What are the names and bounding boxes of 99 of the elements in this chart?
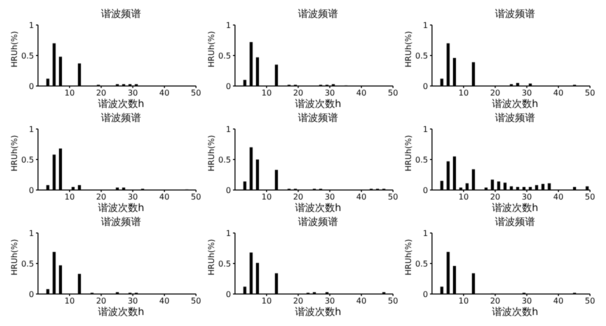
y-tick-label: 1 <box>422 124 428 134</box>
x-tick-label: 50 <box>388 88 398 98</box>
x-tick-label: 10 <box>458 296 469 306</box>
x-tick-label: 10 <box>64 296 75 306</box>
x-tick-label: 40 <box>356 192 366 202</box>
y-tick-label: 1 <box>28 20 34 30</box>
y-axis-title: HRUh(%) <box>404 31 412 68</box>
chart-title: 谐波频谱 <box>100 112 142 125</box>
x-tick-label: 50 <box>584 192 596 202</box>
x-tick-label: 20 <box>293 192 304 202</box>
x-tick-label: 20 <box>490 296 500 306</box>
x-axis-title: 谐波次数h <box>96 98 146 111</box>
chart-title: 谐波频谱 <box>100 8 142 21</box>
y-axis-title: HRUh(%) <box>206 135 216 172</box>
x-tick-label: 30 <box>128 296 138 306</box>
chart-title: 谐波频谱 <box>494 112 536 125</box>
x-axis-title: 谐波次数h <box>490 202 540 215</box>
x-tick-label: 10 <box>64 192 75 202</box>
y-tick-label: 1 <box>422 228 428 238</box>
x-tick-label: 50 <box>584 296 596 306</box>
y-tick-label: 0 <box>28 290 34 299</box>
y-tick-label: 0 <box>28 186 34 195</box>
y-axis-title: HRUh(%) <box>10 239 18 276</box>
chart-title: 谐波频谱 <box>297 112 339 125</box>
x-tick-label: 10 <box>64 88 75 98</box>
y-tick-label: 0 <box>28 82 34 91</box>
y-tick-label: 0 <box>422 290 428 299</box>
x-tick-label: 20 <box>96 296 106 306</box>
x-tick-label: 10 <box>458 88 469 98</box>
chart-title: 谐波频谱 <box>297 216 339 229</box>
x-tick-label: 20 <box>490 88 500 98</box>
chart-title: 谐波频谱 <box>297 8 339 21</box>
x-axis-title: 谐波次数h <box>294 202 342 215</box>
y-tick-label: 0 <box>422 82 428 91</box>
y-tick-label: 1 <box>28 228 34 238</box>
x-tick-label: 20 <box>490 192 500 202</box>
x-tick-label: 40 <box>553 296 564 306</box>
chart-title: 谐波频谱 <box>494 216 536 229</box>
chart-title: 谐波频谱 <box>100 216 142 229</box>
y-tick-label: 0.5 <box>21 259 34 268</box>
y-tick-label: 1 <box>226 124 231 134</box>
x-tick-label: 50 <box>388 296 398 306</box>
x-tick-label: 30 <box>324 296 335 306</box>
x-tick-label: 30 <box>522 88 532 98</box>
y-axis-title: HRUh(%) <box>10 31 18 68</box>
y-tick-label: 0.5 <box>21 155 34 164</box>
y-tick-label: 0.5 <box>218 155 231 164</box>
x-tick-label: 30 <box>128 88 138 98</box>
x-tick-label: 10 <box>458 192 469 202</box>
y-axis-title: HRUh(%) <box>10 135 18 172</box>
y-tick-label: 0.5 <box>415 51 428 60</box>
x-axis-title: 谐波次数h <box>294 306 342 319</box>
x-tick-label: 40 <box>159 192 170 202</box>
x-tick-label: 10 <box>262 296 272 306</box>
x-tick-label: 10 <box>262 192 272 202</box>
x-axis-title: 谐波次数h <box>490 306 540 319</box>
x-tick-label: 10 <box>262 88 272 98</box>
x-tick-label: 30 <box>324 88 335 98</box>
x-tick-label: 30 <box>324 192 335 202</box>
chart-title: 谐波频谱 <box>494 8 536 21</box>
x-axis-title: 谐波次数h <box>490 98 540 111</box>
y-tick-label: 0 <box>226 82 231 91</box>
y-tick-label: 1 <box>226 20 231 30</box>
x-tick-label: 40 <box>159 88 170 98</box>
x-tick-label: 20 <box>96 88 106 98</box>
y-tick-label: 0.5 <box>415 259 428 268</box>
x-tick-label: 40 <box>356 88 366 98</box>
x-tick-label: 30 <box>522 296 532 306</box>
x-tick-label: 40 <box>356 296 366 306</box>
y-tick-label: 1 <box>422 20 428 30</box>
y-axis-title: HRUh(%) <box>206 239 216 276</box>
x-tick-label: 20 <box>293 88 304 98</box>
x-tick-label: 40 <box>553 88 564 98</box>
x-tick-label: 50 <box>584 88 596 98</box>
x-tick-label: 30 <box>522 192 532 202</box>
x-tick-label: 50 <box>190 88 202 98</box>
y-tick-label: 1 <box>28 124 34 134</box>
y-axis-title: HRUh(%) <box>206 31 216 68</box>
x-tick-label: 40 <box>159 296 170 306</box>
y-tick-label: 0 <box>226 290 231 299</box>
x-tick-label: 40 <box>553 192 564 202</box>
y-tick-label: 0.5 <box>21 51 34 60</box>
y-tick-label: 1 <box>226 228 231 238</box>
x-axis-title: 谐波次数h <box>294 98 342 111</box>
x-axis-title: 谐波次数h <box>96 306 146 319</box>
x-tick-label: 30 <box>128 192 138 202</box>
x-axis-title: 谐波次数h <box>96 202 146 215</box>
y-axis-title: HRUh(%) <box>404 135 412 172</box>
y-tick-label: 0.5 <box>415 155 428 164</box>
x-tick-label: 50 <box>190 296 202 306</box>
x-tick-label: 50 <box>190 192 202 202</box>
y-axis-title: HRUh(%) <box>404 239 412 276</box>
x-tick-label: 20 <box>96 192 106 202</box>
y-tick-label: 0 <box>226 186 231 195</box>
x-tick-label: 20 <box>293 296 304 306</box>
y-tick-label: 0 <box>422 186 428 195</box>
y-tick-label: 0.5 <box>218 51 231 60</box>
y-tick-label: 0.5 <box>218 259 231 268</box>
x-tick-label: 50 <box>388 192 398 202</box>
